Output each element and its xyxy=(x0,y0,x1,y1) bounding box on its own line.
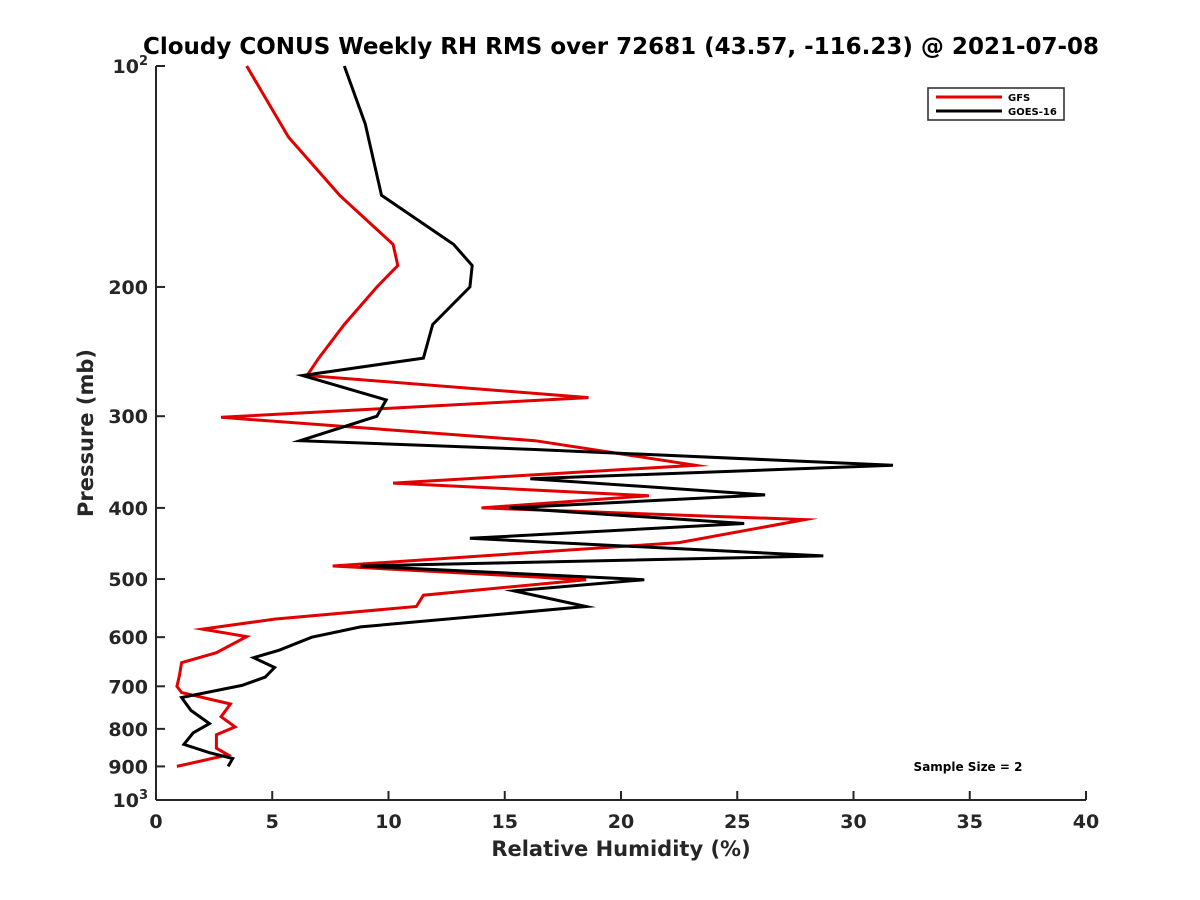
x-tick-label: 15 xyxy=(492,811,518,833)
series-layer xyxy=(175,65,894,768)
y-tick-label: 103 xyxy=(113,788,149,812)
series-line-goes-16 xyxy=(179,65,894,768)
y-tick-label: 200 xyxy=(108,277,148,299)
y-tick-label: 700 xyxy=(108,676,148,698)
x-tick-label: 5 xyxy=(266,811,279,833)
x-tick-label: 30 xyxy=(840,811,866,833)
legend-box xyxy=(927,87,1065,121)
x-tick-label: 25 xyxy=(724,811,750,833)
x-axis: 0 5 10 15 20 25 30 35 40 xyxy=(149,791,1099,833)
sample-size-annotation: Sample Size = 2 xyxy=(914,760,1023,774)
legend: GFS GOES-16 xyxy=(927,87,1065,121)
y-tick-label: 900 xyxy=(108,756,148,778)
y-tick-label: 500 xyxy=(108,569,148,591)
x-tick-label: 0 xyxy=(149,811,162,833)
x-tick-label: 20 xyxy=(608,811,634,833)
series-line-gfs xyxy=(175,65,819,768)
chart-title: Cloudy CONUS Weekly RH RMS over 72681 (4… xyxy=(143,34,1099,60)
y-tick-label: 400 xyxy=(108,498,148,520)
y-axis: 102 200 300 400 500 600 700 800 900 103 xyxy=(108,54,165,812)
y-tick-label: 600 xyxy=(108,627,148,649)
y-axis-label: Pressure (mb) xyxy=(74,349,98,517)
legend-label: GFS xyxy=(1008,93,1030,104)
legend-label: GOES-16 xyxy=(1008,107,1057,118)
plot-area xyxy=(155,66,1086,801)
y-tick-label: 300 xyxy=(108,406,148,428)
y-tick-label: 102 xyxy=(113,54,149,78)
x-tick-label: 40 xyxy=(1073,811,1099,833)
x-axis-label: Relative Humidity (%) xyxy=(491,837,750,861)
x-tick-label: 35 xyxy=(957,811,983,833)
x-tick-label: 10 xyxy=(375,811,401,833)
y-tick-label: 800 xyxy=(108,719,148,741)
